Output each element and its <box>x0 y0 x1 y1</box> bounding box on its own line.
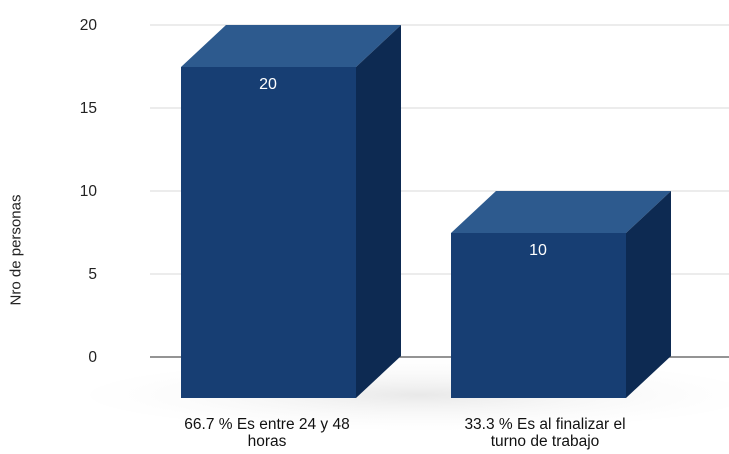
category-label-1: 66.7 % Es entre 24 y 48 horas <box>137 416 397 450</box>
y-tick-label: 10 <box>80 183 98 200</box>
bar-2-data-label: 10 <box>529 242 547 259</box>
bar-2-top <box>451 191 671 233</box>
y-tick-label: 0 <box>88 349 97 366</box>
y-axis-label-text: Nro de personas <box>7 194 25 306</box>
y-tick-label: 5 <box>88 266 97 283</box>
category-label-2: 33.3 % Es al finalizar el turno de traba… <box>415 416 675 450</box>
y-axis-ticks: 0 5 10 15 20 <box>80 17 98 366</box>
category-label-2-line-1: 33.3 % Es al finalizar el <box>464 416 626 433</box>
y-axis-label: Nro de personas <box>4 150 28 350</box>
bar-1: 20 <box>181 25 401 398</box>
bar-1-front <box>181 67 356 398</box>
bar-2: 10 <box>451 191 671 398</box>
bar-1-side <box>356 25 401 398</box>
category-label-1-line-2: horas <box>247 433 287 450</box>
y-tick-label: 15 <box>80 100 97 117</box>
bar-2-side <box>626 191 671 398</box>
bar-2-front <box>451 233 626 398</box>
category-label-1-line-1: 66.7 % Es entre 24 y 48 <box>184 416 350 433</box>
y-tick-label: 20 <box>80 17 98 34</box>
bar-1-top <box>181 25 401 67</box>
bar-1-data-label: 20 <box>259 76 277 93</box>
category-label-2-line-2: turno de trabajo <box>490 433 600 450</box>
